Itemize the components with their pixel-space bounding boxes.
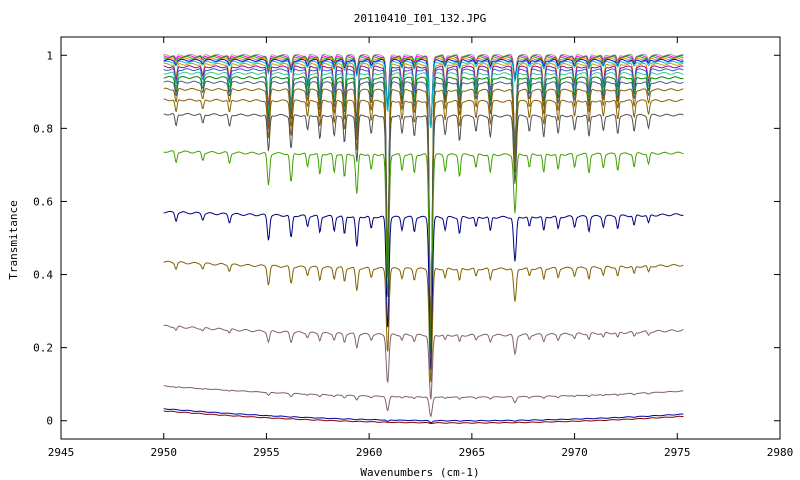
y-axis: 0 0.2 0.4 0.6 0.8 1 bbox=[33, 49, 780, 428]
y-tick-label: 0 bbox=[46, 415, 53, 428]
spectrum-series-line bbox=[163, 60, 684, 129]
y-tick-label: 0.6 bbox=[33, 195, 53, 208]
x-axis-label: Wavenumbers (cm-1) bbox=[360, 466, 479, 479]
spectrum-series-line bbox=[163, 260, 684, 383]
x-tick-label: 2970 bbox=[561, 446, 588, 459]
spectrum-series-line bbox=[163, 55, 684, 126]
spectrum-series-line bbox=[163, 58, 684, 128]
spectra-series bbox=[163, 53, 684, 425]
spectrum-series-line bbox=[163, 150, 684, 354]
x-axis: 2945 2950 2955 2960 2965 2970 2975 2980 bbox=[48, 37, 794, 459]
spectrum-series-line bbox=[163, 210, 684, 370]
spectrum-series-line bbox=[163, 385, 684, 418]
spectrum-series-line bbox=[163, 80, 684, 333]
spectrum-series-line bbox=[163, 68, 684, 331]
x-tick-label: 2945 bbox=[48, 446, 75, 459]
y-tick-label: 1 bbox=[46, 49, 53, 62]
y-tick-label: 0.4 bbox=[33, 269, 53, 282]
spectrum-series-line bbox=[163, 324, 684, 400]
spectrum-series-line bbox=[163, 75, 684, 333]
plot-frame bbox=[60, 36, 781, 440]
x-tick-label: 2965 bbox=[459, 446, 486, 459]
spectrum-series-line bbox=[163, 62, 684, 328]
spectrum-series-line bbox=[163, 57, 684, 127]
y-axis-label: Transmitance bbox=[7, 200, 20, 279]
spectrum-series-line bbox=[163, 113, 684, 343]
spectrum-series-line bbox=[163, 98, 684, 338]
x-tick-label: 2980 bbox=[767, 446, 794, 459]
spectrum-series-line bbox=[163, 65, 684, 329]
y-tick-label: 0.2 bbox=[33, 342, 53, 355]
spectrum-series-line bbox=[163, 408, 684, 424]
x-tick-label: 2950 bbox=[150, 446, 177, 459]
spectrum-series-line bbox=[163, 71, 684, 332]
y-tick-label: 0.8 bbox=[33, 122, 53, 135]
spectrum-series-line bbox=[163, 53, 684, 123]
spectrum-series-line bbox=[163, 410, 684, 425]
spectrum-series-line bbox=[163, 87, 684, 335]
x-tick-label: 2960 bbox=[356, 446, 383, 459]
x-tick-label: 2955 bbox=[253, 446, 280, 459]
x-tick-label: 2975 bbox=[664, 446, 691, 459]
chart-title: 20110410_I01_132.JPG bbox=[354, 12, 486, 25]
